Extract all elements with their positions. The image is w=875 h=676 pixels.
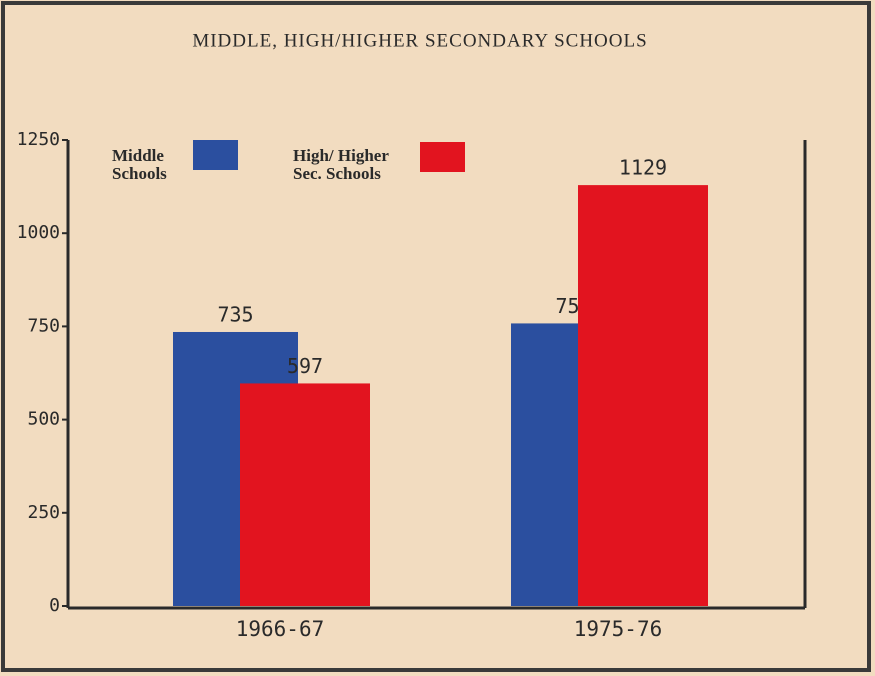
value-label: 597 — [287, 354, 323, 378]
chart-title: MIDDLE, HIGH/HIGHER SECONDARY SCHOOLS — [192, 30, 647, 51]
y-tick-label: 1250 — [17, 129, 60, 150]
legend-swatch — [420, 142, 465, 172]
x-tick-label: 1975-76 — [574, 617, 663, 641]
y-tick-label: 500 — [27, 409, 60, 430]
y-tick-label: 750 — [27, 315, 60, 336]
y-tick-label: 250 — [27, 502, 60, 523]
bar — [578, 185, 708, 606]
legend-label: Middle Schools — [112, 146, 167, 183]
value-label: 735 — [217, 302, 253, 326]
bar — [240, 383, 370, 606]
legend-swatch — [193, 140, 238, 170]
y-tick-label: 1000 — [17, 222, 60, 243]
x-tick-label: 1966-67 — [236, 617, 325, 641]
y-tick-label: 0 — [49, 595, 60, 616]
legend-label: High/ Higher Sec. Schools — [293, 146, 389, 183]
value-label: 1129 — [619, 156, 667, 180]
